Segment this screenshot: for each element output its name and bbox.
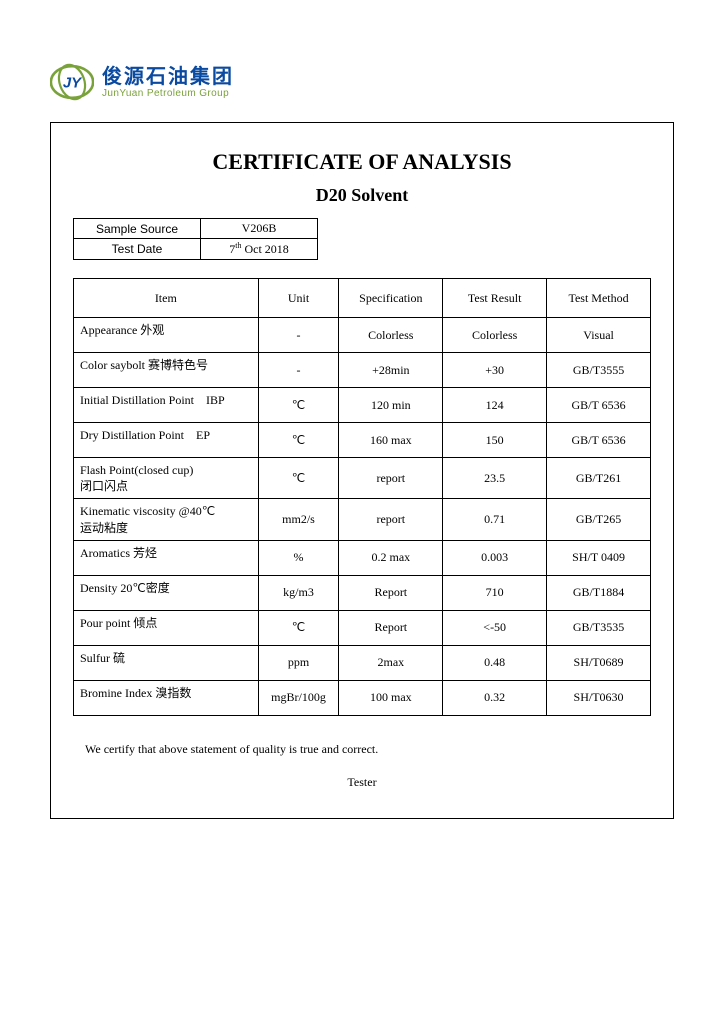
table-row: Color saybolt 赛博特色号-+28min+30GB/T3555 — [74, 353, 651, 388]
certification-statement: We certify that above statement of quali… — [85, 742, 673, 757]
product-title: D20 Solvent — [51, 185, 673, 206]
table-row: Sulfur 硫ppm2max0.48SH/T0689 — [74, 645, 651, 680]
cell-method: GB/T 6536 — [547, 388, 651, 423]
cell-unit: % — [258, 540, 339, 575]
cell-method: Visual — [547, 318, 651, 353]
meta-label: Sample Source — [74, 219, 201, 239]
logo-text-block: 俊源石油集团 JunYuan Petroleum Group — [102, 66, 234, 99]
meta-value: V206B — [201, 219, 318, 239]
cell-item: Sulfur 硫 — [74, 645, 259, 680]
cell-item: Pour point 倾点 — [74, 610, 259, 645]
cell-result: Colorless — [443, 318, 547, 353]
cell-spec: 2max — [339, 645, 443, 680]
cell-result: 150 — [443, 423, 547, 458]
meta-row-test-date: Test Date 7th Oct 2018 — [74, 239, 318, 260]
cell-result: +30 — [443, 353, 547, 388]
cell-spec: 100 max — [339, 680, 443, 715]
cell-method: GB/T 6536 — [547, 423, 651, 458]
logo-en: JunYuan Petroleum Group — [102, 88, 234, 99]
table-row: Pour point 倾点℃Report<-50GB/T3535 — [74, 610, 651, 645]
cell-result: 23.5 — [443, 458, 547, 499]
meta-value: 7th Oct 2018 — [201, 239, 318, 260]
table-row: Appearance 外观-ColorlessColorlessVisual — [74, 318, 651, 353]
cell-result: 0.003 — [443, 540, 547, 575]
cell-item: Appearance 外观 — [74, 318, 259, 353]
cell-method: GB/T3555 — [547, 353, 651, 388]
tester-label: Tester — [51, 775, 673, 790]
cell-method: SH/T0689 — [547, 645, 651, 680]
svg-text:JY: JY — [63, 74, 83, 91]
cell-unit: ℃ — [258, 423, 339, 458]
cell-result: <-50 — [443, 610, 547, 645]
cell-spec: 160 max — [339, 423, 443, 458]
cell-spec: report — [339, 499, 443, 540]
cell-result: 0.32 — [443, 680, 547, 715]
cell-unit: ppm — [258, 645, 339, 680]
cell-item: Flash Point(closed cup)闭口闪点 — [74, 458, 259, 499]
table-row: Density 20℃密度kg/m3Report710GB/T1884 — [74, 575, 651, 610]
cell-method: SH/T0630 — [547, 680, 651, 715]
certificate-box: CERTIFICATE OF ANALYSIS D20 Solvent Samp… — [50, 122, 674, 819]
cell-unit: ℃ — [258, 458, 339, 499]
table-row: Kinematic viscosity @40℃运动粘度mm2/sreport0… — [74, 499, 651, 540]
cell-unit: mgBr/100g — [258, 680, 339, 715]
cell-method: GB/T261 — [547, 458, 651, 499]
col-header-result: Test Result — [443, 279, 547, 318]
cell-item: Color saybolt 赛博特色号 — [74, 353, 259, 388]
cell-result: 124 — [443, 388, 547, 423]
cell-item: Aromatics 芳烃 — [74, 540, 259, 575]
cell-unit: ℃ — [258, 388, 339, 423]
col-header-method: Test Method — [547, 279, 651, 318]
cell-spec: +28min — [339, 353, 443, 388]
meta-table: Sample Source V206B Test Date 7th Oct 20… — [73, 218, 318, 260]
cell-spec: 0.2 max — [339, 540, 443, 575]
cell-item: Kinematic viscosity @40℃运动粘度 — [74, 499, 259, 540]
meta-row-sample-source: Sample Source V206B — [74, 219, 318, 239]
company-logo: JY 俊源石油集团 JunYuan Petroleum Group — [50, 60, 674, 104]
cell-result: 0.71 — [443, 499, 547, 540]
cell-unit: kg/m3 — [258, 575, 339, 610]
cell-method: GB/T3535 — [547, 610, 651, 645]
document-page: JY 俊源石油集团 JunYuan Petroleum Group CERTIF… — [0, 0, 724, 879]
cell-unit: - — [258, 353, 339, 388]
cell-method: GB/T1884 — [547, 575, 651, 610]
table-row: Initial Distillation Point IBP℃120 min12… — [74, 388, 651, 423]
jy-logo-icon: JY — [50, 60, 94, 104]
cell-unit: - — [258, 318, 339, 353]
cell-method: SH/T 0409 — [547, 540, 651, 575]
table-row: Aromatics 芳烃%0.2 max0.003SH/T 0409 — [74, 540, 651, 575]
cell-item: Dry Distillation Point EP — [74, 423, 259, 458]
table-row: Dry Distillation Point EP℃160 max150GB/T… — [74, 423, 651, 458]
cell-result: 710 — [443, 575, 547, 610]
meta-label: Test Date — [74, 239, 201, 260]
cell-spec: 120 min — [339, 388, 443, 423]
col-header-item: Item — [74, 279, 259, 318]
table-header-row: Item Unit Specification Test Result Test… — [74, 279, 651, 318]
cell-item: Density 20℃密度 — [74, 575, 259, 610]
cell-unit: mm2/s — [258, 499, 339, 540]
main-title: CERTIFICATE OF ANALYSIS — [51, 149, 673, 175]
cell-method: GB/T265 — [547, 499, 651, 540]
cell-item: Bromine Index 溴指数 — [74, 680, 259, 715]
cell-result: 0.48 — [443, 645, 547, 680]
cell-unit: ℃ — [258, 610, 339, 645]
cell-item: Initial Distillation Point IBP — [74, 388, 259, 423]
cell-spec: Report — [339, 575, 443, 610]
col-header-spec: Specification — [339, 279, 443, 318]
col-header-unit: Unit — [258, 279, 339, 318]
analysis-table: Item Unit Specification Test Result Test… — [73, 278, 651, 716]
table-row: Flash Point(closed cup)闭口闪点℃report23.5GB… — [74, 458, 651, 499]
logo-cn: 俊源石油集团 — [102, 66, 234, 88]
cell-spec: Colorless — [339, 318, 443, 353]
cell-spec: report — [339, 458, 443, 499]
table-row: Bromine Index 溴指数mgBr/100g100 max0.32SH/… — [74, 680, 651, 715]
data-table-wrap: Item Unit Specification Test Result Test… — [73, 278, 651, 716]
cell-spec: Report — [339, 610, 443, 645]
